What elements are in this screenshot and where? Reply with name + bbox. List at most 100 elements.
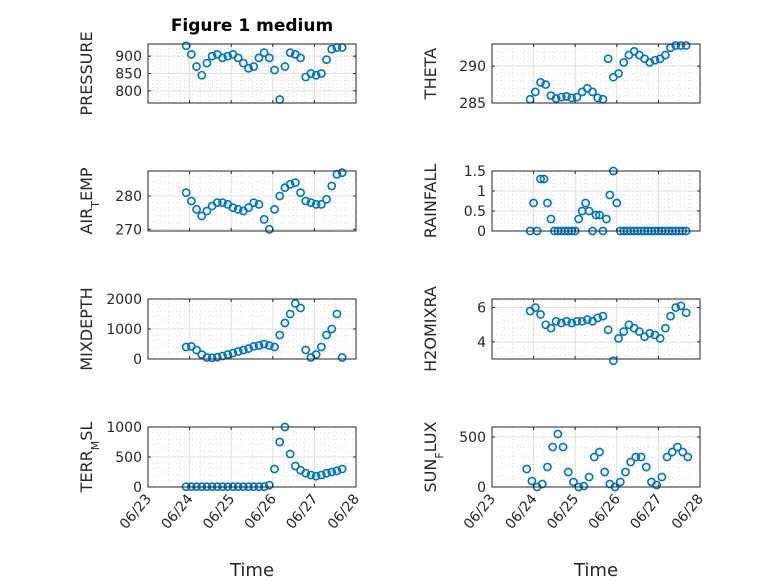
data-point xyxy=(228,348,238,358)
data-point xyxy=(254,341,264,350)
data-point xyxy=(584,472,594,482)
data-point xyxy=(306,470,316,480)
data-point xyxy=(563,467,573,477)
data-point xyxy=(641,462,651,472)
x-axis-label: Time xyxy=(573,560,618,581)
data-point xyxy=(572,92,582,102)
data-point xyxy=(322,330,331,340)
data-point xyxy=(572,316,582,326)
data-point xyxy=(327,324,337,334)
y-tick-label: 270 xyxy=(115,222,142,238)
data-point xyxy=(556,92,566,102)
axes-box xyxy=(491,426,701,488)
data-point xyxy=(608,356,618,366)
data-point xyxy=(683,452,693,462)
data-point xyxy=(322,55,331,65)
data-point xyxy=(332,309,342,319)
data-point xyxy=(202,58,212,68)
data-point xyxy=(577,316,587,326)
data-point xyxy=(270,204,279,214)
subplot-6: 4 6 H2OMIXRA xyxy=(421,286,701,372)
data-point xyxy=(249,341,259,351)
data-point xyxy=(233,53,243,63)
data-point xyxy=(332,466,342,476)
y-axis-label: TERRMSL xyxy=(77,422,102,494)
data-point xyxy=(301,468,311,478)
data-point xyxy=(186,196,196,206)
data-point xyxy=(595,447,604,457)
data-point xyxy=(290,461,300,471)
x-tick-label: 06/25 xyxy=(200,491,238,532)
data-point xyxy=(238,345,248,355)
x-tick-label: 06/27 xyxy=(627,491,665,532)
y-tick-label: 0 xyxy=(477,480,486,496)
y-axis-label: SUNFLUX xyxy=(421,421,446,492)
data-point xyxy=(595,210,604,220)
data-point xyxy=(621,467,630,477)
y-tick-label: 4 xyxy=(477,335,486,351)
data-point xyxy=(192,62,201,71)
grid xyxy=(147,171,357,231)
data-point xyxy=(337,353,347,362)
data-point xyxy=(218,198,227,208)
y-axis-label: RAINFALL xyxy=(421,164,440,239)
y-tick-label: 1.5 xyxy=(464,164,486,180)
data-point xyxy=(296,303,305,313)
data-point xyxy=(660,323,670,333)
data-point xyxy=(285,309,295,319)
data-point xyxy=(678,447,688,457)
data-point xyxy=(322,468,331,478)
data-point xyxy=(311,70,321,80)
y-tick-label: 6 xyxy=(477,301,486,317)
y-tick-label: 1 xyxy=(477,184,486,200)
data-point xyxy=(530,87,540,97)
data-point xyxy=(238,58,248,68)
x-tick-label: 06/28 xyxy=(669,491,707,532)
data-point xyxy=(197,211,207,221)
data-point xyxy=(296,188,305,198)
data-point xyxy=(551,316,561,326)
data-point xyxy=(181,342,191,352)
data-point xyxy=(233,204,243,214)
y-tick-label: 280 xyxy=(115,189,142,205)
y-axis-label: THETA xyxy=(421,48,440,100)
data-point xyxy=(567,318,577,328)
x-tick-label: 06/27 xyxy=(283,491,321,532)
data-point xyxy=(605,190,615,200)
data-point xyxy=(259,214,269,224)
data-point xyxy=(612,198,622,208)
data-point xyxy=(673,442,682,452)
data-point xyxy=(591,210,601,220)
y-tick-label: 0.5 xyxy=(464,204,486,220)
data-point xyxy=(296,53,305,63)
axes-box xyxy=(491,170,701,232)
data-point xyxy=(316,199,326,209)
x-tick-label: 06/23 xyxy=(461,491,499,532)
data-point xyxy=(212,198,222,208)
data-point xyxy=(244,63,253,73)
y-tick-label: 500 xyxy=(459,430,486,446)
data-point xyxy=(285,449,295,459)
plot-area xyxy=(492,171,700,231)
data-point xyxy=(539,174,549,184)
data-point xyxy=(311,350,321,359)
y-tick-label: 850 xyxy=(115,67,142,83)
y-tick-label: 0 xyxy=(477,224,486,240)
data-point xyxy=(316,342,326,352)
data-point xyxy=(537,479,547,489)
data-point xyxy=(676,41,686,50)
data-point xyxy=(593,313,603,323)
y-tick-label: 500 xyxy=(115,450,142,466)
data-point xyxy=(667,447,677,457)
data-point xyxy=(249,198,259,208)
data-point xyxy=(327,467,337,477)
data-point xyxy=(584,206,594,216)
x-tick-label: 06/24 xyxy=(502,491,540,532)
data-point xyxy=(285,179,295,189)
y-tick-label: 285 xyxy=(459,96,486,112)
data-point xyxy=(652,480,662,490)
data-point xyxy=(671,303,681,312)
data-point xyxy=(290,299,300,308)
data-point xyxy=(543,198,552,208)
data-point xyxy=(662,452,672,462)
